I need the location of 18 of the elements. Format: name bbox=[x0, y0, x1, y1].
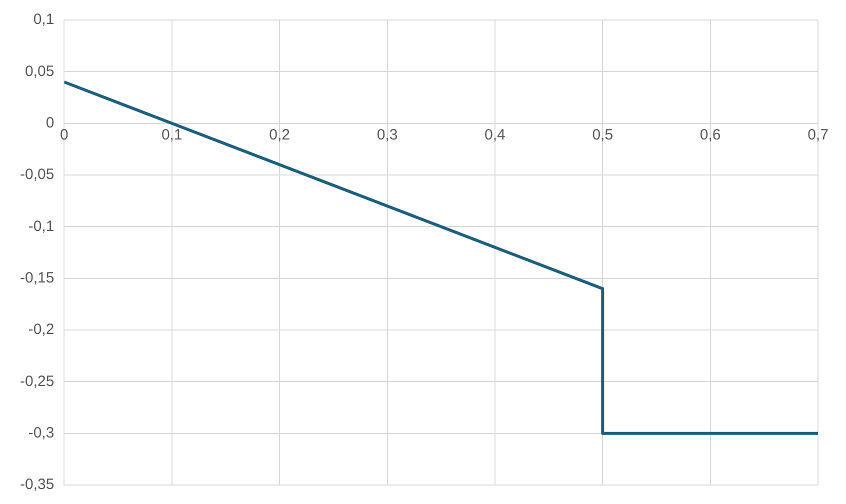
y-tick-label: 0 bbox=[46, 114, 54, 132]
y-tick-label: -0,2 bbox=[28, 321, 54, 338]
y-tick-label: 0,05 bbox=[24, 62, 54, 80]
y-tick-label: -0,25 bbox=[20, 372, 54, 390]
x-tick-label: 0 bbox=[60, 126, 68, 144]
y-tick-label: -0,15 bbox=[20, 269, 54, 286]
x-tick-label: 0,5 bbox=[592, 126, 614, 144]
x-tick-label: 0,3 bbox=[376, 126, 398, 144]
y-tick-label: 0,1 bbox=[33, 11, 54, 28]
x-tick-label: 0,7 bbox=[808, 126, 828, 144]
x-tick-label: 0,4 bbox=[484, 126, 506, 144]
x-tick-label: 0,6 bbox=[700, 126, 721, 144]
y-tick-label: -0,05 bbox=[20, 166, 54, 184]
y-tick-label: -0,1 bbox=[28, 218, 54, 235]
y-tick-label: -0,35 bbox=[20, 476, 54, 494]
y-tick-label: -0,3 bbox=[28, 424, 54, 442]
x-tick-label: 0,2 bbox=[269, 126, 290, 144]
x-tick-label: 0,1 bbox=[161, 126, 182, 144]
